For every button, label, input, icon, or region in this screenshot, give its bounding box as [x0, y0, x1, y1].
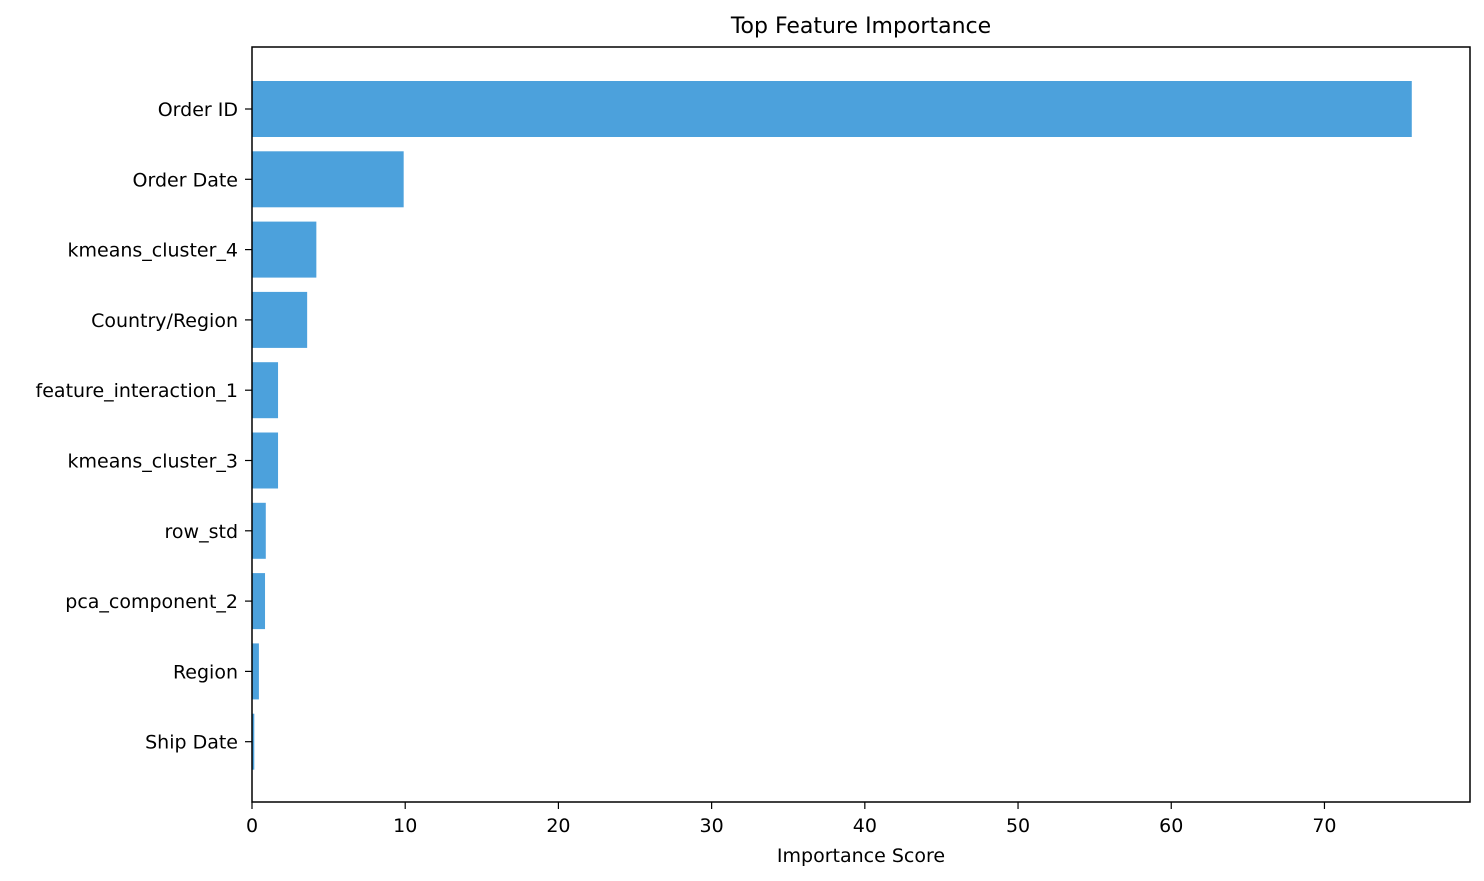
bar-region	[252, 643, 259, 700]
bar-order-id	[252, 81, 1412, 137]
y-tick-label-order-id: Order ID	[158, 99, 238, 121]
y-axis-ticks: Order ID Order Date kmeans_cluster_4 Countr…	[36, 99, 252, 754]
chart-title: Top Feature Importance	[730, 14, 991, 39]
x-axis-ticks: 0 10 20 30 40 50 60 70	[246, 802, 1337, 837]
y-tick-label-country-region: Country/Region	[91, 310, 238, 332]
x-tick-label-20: 20	[546, 815, 570, 837]
bar-ship-date	[252, 713, 255, 770]
y-tick-label-region: Region	[173, 661, 238, 683]
y-tick-label-kmeans-cluster-4: kmeans_cluster_4	[68, 240, 239, 262]
bar-pca-component-2	[252, 573, 266, 630]
y-tick-label-order-date: Order Date	[133, 169, 238, 191]
y-tick-label-ship-date: Ship Date	[145, 732, 238, 754]
y-tick-label-pca-component-2: pca_component_2	[65, 591, 238, 613]
bar-kmeans-cluster-4	[252, 221, 317, 278]
x-tick-label-30: 30	[700, 815, 724, 837]
x-tick-label-40: 40	[853, 815, 877, 837]
y-tick-label-feature-interaction-1: feature_interaction_1	[36, 380, 238, 402]
x-tick-label-50: 50	[1006, 815, 1030, 837]
y-tick-label-kmeans-cluster-3: kmeans_cluster_3	[68, 451, 239, 473]
x-axis-label: Importance Score	[777, 845, 945, 867]
bar-row-std	[252, 502, 266, 559]
x-tick-label-0: 0	[246, 815, 258, 837]
bar-kmeans-cluster-3	[252, 432, 279, 489]
x-tick-label-60: 60	[1159, 815, 1183, 837]
x-tick-label-70: 70	[1312, 815, 1336, 837]
y-tick-label-row-std: row_std	[165, 521, 238, 543]
x-tick-label-10: 10	[393, 815, 417, 837]
plot-frame	[251, 46, 1471, 803]
bar-feature-interaction-1	[252, 362, 279, 419]
bars-group	[252, 81, 1412, 770]
bar-order-date	[252, 151, 404, 208]
bar-country-region	[252, 291, 308, 348]
